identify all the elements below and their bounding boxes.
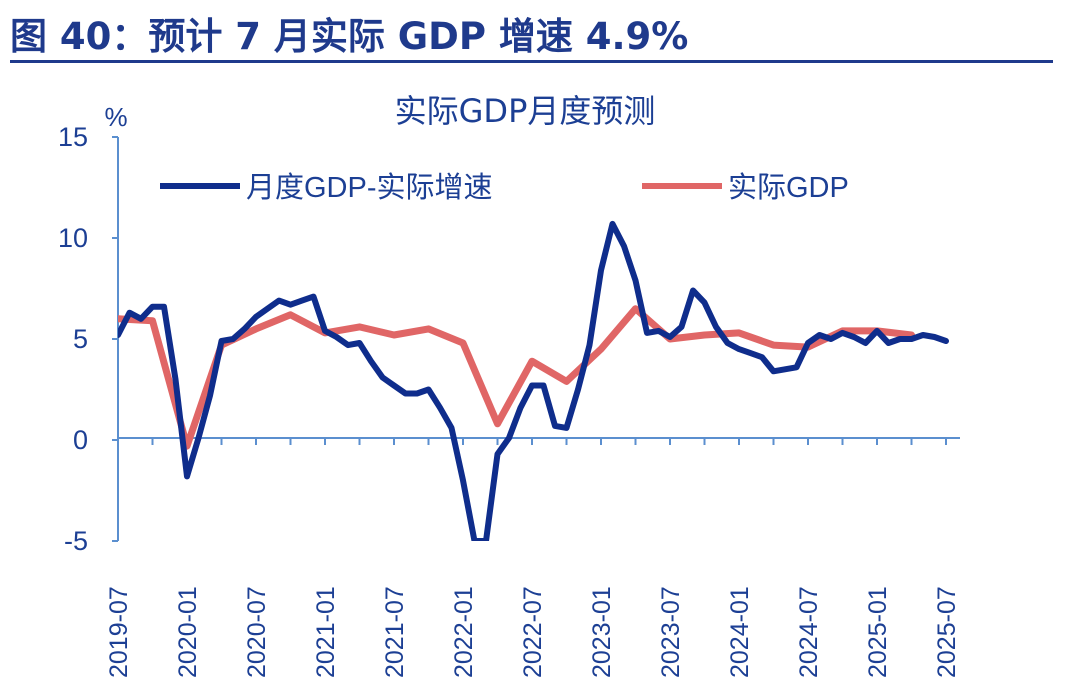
figure-header: 图 40：预计 7 月实际 GDP 增速 4.9% bbox=[10, 15, 689, 58]
legend: 月度GDP-实际增速 实际GDP bbox=[160, 171, 849, 204]
series-line-monthly-gdp bbox=[118, 220, 949, 541]
y-tick-label: 15 bbox=[58, 122, 88, 152]
x-tick-label: 2023-07 bbox=[657, 586, 685, 678]
x-tick-label: 2025-07 bbox=[933, 586, 961, 678]
y-tick-label: 5 bbox=[73, 324, 88, 354]
y-tick-label: 0 bbox=[73, 425, 88, 455]
chart-title: 实际GDP月度预测 bbox=[395, 92, 656, 130]
x-tick-label: 2023-01 bbox=[588, 586, 616, 678]
legend-label-actual-gdp: 实际GDP bbox=[728, 171, 849, 204]
legend-label-monthly-gdp: 月度GDP-实际增速 bbox=[246, 171, 493, 204]
series-layer bbox=[118, 220, 949, 541]
x-tick-label: 2025-01 bbox=[864, 586, 892, 678]
y-axis-unit-label: % bbox=[104, 102, 127, 132]
x-tick-label: 2024-07 bbox=[795, 586, 823, 678]
y-tick-label: -5 bbox=[64, 526, 88, 556]
x-axis: 2019-07 2020-01 2020-07 2021-01 2021-07 2022-… bbox=[105, 437, 961, 678]
x-tick-label: 2021-07 bbox=[381, 586, 409, 678]
x-tick-label: 2021-01 bbox=[312, 586, 340, 678]
y-axis: -5 0 5 10 15 bbox=[58, 122, 119, 556]
header-rule bbox=[10, 60, 1053, 63]
y-tick-label: 10 bbox=[58, 223, 88, 253]
x-tick-label: 2022-07 bbox=[519, 586, 547, 678]
x-tick-label: 2020-07 bbox=[243, 586, 271, 678]
x-tick-label: 2019-07 bbox=[105, 586, 133, 678]
x-tick-label: 2020-01 bbox=[174, 586, 202, 678]
x-tick-label: 2024-01 bbox=[726, 586, 754, 678]
series-line-actual-gdp bbox=[118, 305, 915, 450]
x-tick-label: 2022-01 bbox=[450, 586, 478, 678]
